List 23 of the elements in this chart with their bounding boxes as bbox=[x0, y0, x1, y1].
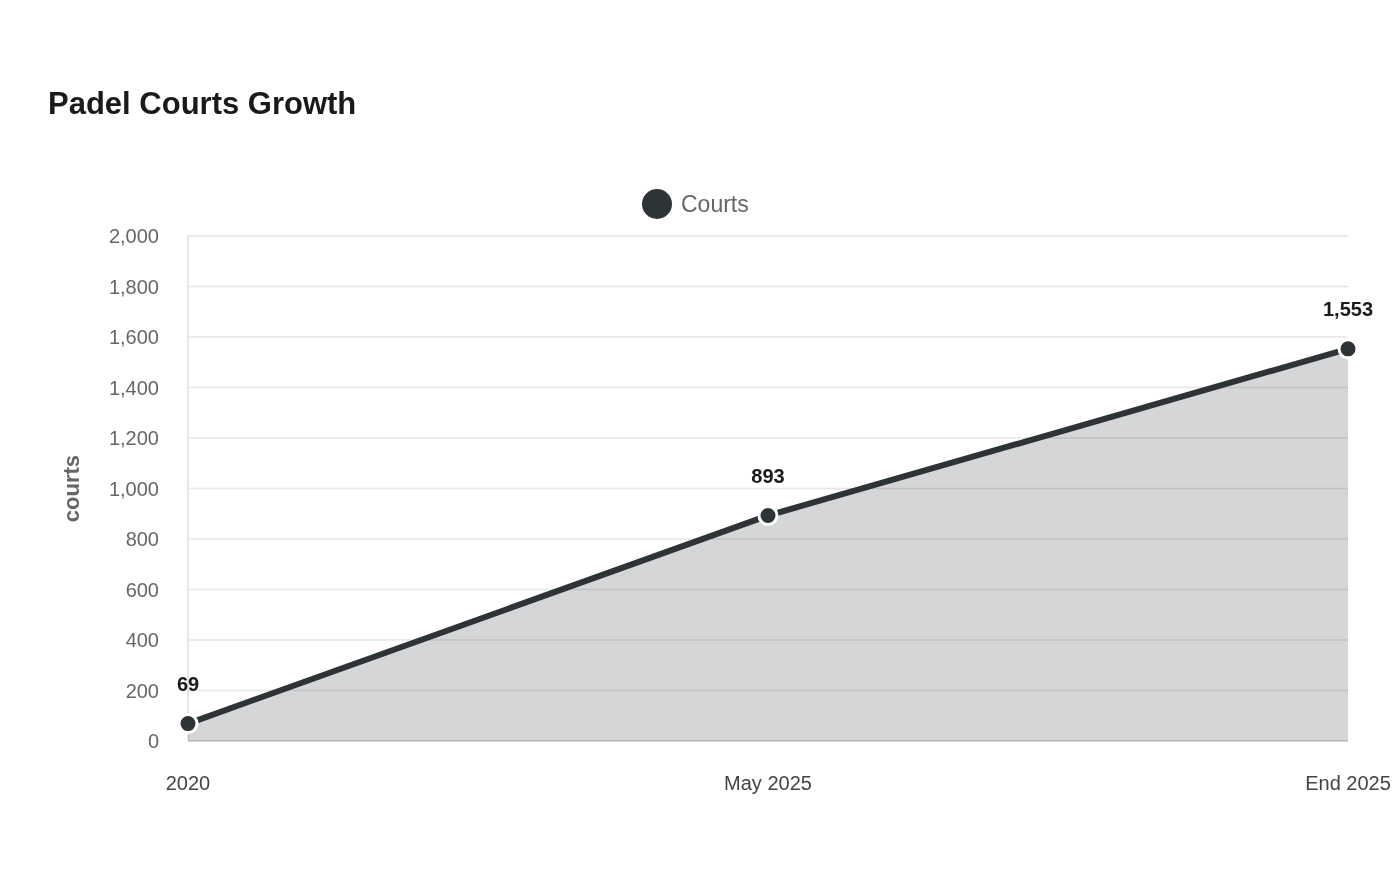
y-tick-label: 400 bbox=[125, 629, 159, 651]
y-tick-label: 600 bbox=[125, 578, 159, 601]
y-tick-label: 0 bbox=[147, 730, 159, 752]
y-tick-label: 800 bbox=[125, 528, 159, 550]
data-label: 893 bbox=[751, 464, 785, 487]
data-label: 1,553 bbox=[1322, 297, 1374, 320]
chart-title: Padel Courts Growth bbox=[48, 86, 357, 121]
y-tick-label: 1,800 bbox=[108, 275, 159, 298]
y-tick-label: 2,000 bbox=[108, 225, 159, 247]
point bbox=[1337, 338, 1359, 360]
y-tick-label: 1,600 bbox=[108, 326, 159, 348]
x-tick-label: May 2025 bbox=[724, 772, 812, 794]
y-tick-label: 200 bbox=[125, 679, 159, 702]
x-tick-label: End 2025 bbox=[1305, 772, 1391, 794]
point bbox=[757, 505, 779, 527]
x-tick-label: 2020 bbox=[165, 772, 211, 794]
data-label: 69 bbox=[176, 672, 200, 695]
y-tick-label: 1,400 bbox=[108, 376, 159, 399]
y-tick-label: 1,000 bbox=[108, 477, 159, 500]
y-axis-title: courts bbox=[59, 454, 84, 523]
point bbox=[177, 713, 199, 735]
legend-label: Courts bbox=[681, 191, 749, 217]
y-tick-label: 1,200 bbox=[108, 427, 159, 449]
